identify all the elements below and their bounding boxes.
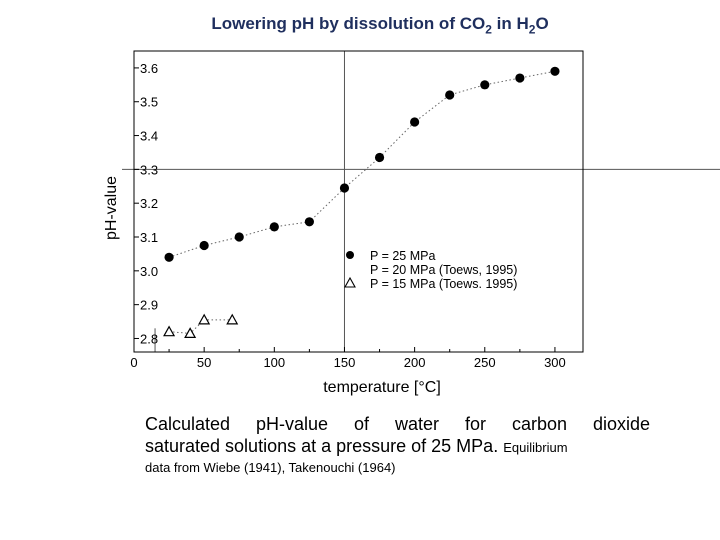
series-layer: [163, 66, 560, 338]
legend-marker: [344, 276, 356, 288]
y-tick-label: 3.0: [140, 264, 158, 279]
data-point: [234, 232, 244, 242]
reference-lines: [122, 51, 720, 352]
title-mid: in H: [491, 14, 529, 33]
y-tick-label: 3.5: [140, 95, 158, 110]
x-tick-label: 150: [334, 355, 356, 370]
data-point: [226, 313, 239, 325]
caption-line-2: saturated solutions at a pressure of 25 …: [145, 436, 499, 456]
legend-label: P = 25 MPa: [370, 249, 435, 263]
data-point: [480, 80, 490, 90]
title-end: O: [535, 14, 549, 33]
legend-label: P = 15 MPa (Toews. 1995): [370, 277, 517, 291]
y-axis-label: pH-value: [103, 176, 120, 240]
axis-ticks: 0 50 100 150 200 250 300 2.8 2.9 3.0 3.1 3.2 3.3 3.4 3…: [130, 61, 565, 370]
x-tick-label: 50: [197, 355, 211, 370]
legend-marker: [346, 251, 354, 259]
data-point: [515, 73, 525, 83]
data-point: [445, 90, 455, 100]
series-line: [168, 70, 556, 258]
x-tick-label: 200: [404, 355, 426, 370]
data-point: [184, 327, 197, 338]
y-tick-label: 3.1: [140, 230, 158, 245]
caption-line-3: data from Wiebe (1941), Takenouchi (1964…: [145, 460, 396, 475]
data-point: [198, 313, 211, 325]
caption-line-1: Calculated pH-value of water for carbon …: [145, 414, 650, 434]
plot-frame: [133, 50, 584, 353]
data-point: [199, 240, 209, 251]
y-tick-label: 2.8: [140, 331, 158, 346]
x-tick-label: 100: [263, 355, 285, 370]
series-0: [164, 66, 560, 262]
caption-line-2-small: Equilibrium: [503, 440, 568, 455]
y-tick-label: 3.6: [140, 61, 158, 76]
data-point: [374, 152, 385, 163]
data-point: [304, 217, 314, 227]
title-main: Lowering pH by dissolution of CO: [211, 14, 486, 33]
y-tick-label: 3.2: [140, 196, 158, 211]
data-point: [410, 117, 420, 127]
data-point: [269, 222, 279, 232]
data-point: [163, 325, 176, 337]
data-point: [550, 66, 560, 76]
data-point: [164, 252, 174, 262]
title-sub-co2: 2: [485, 22, 492, 37]
x-axis-label: temperature [°C]: [323, 379, 441, 396]
x-tick-label: 250: [474, 355, 496, 370]
x-tick-label: 300: [544, 355, 566, 370]
title-sub-h2: 2: [528, 22, 536, 37]
data-point: [339, 183, 350, 193]
series-2: [163, 313, 239, 338]
y-tick-label: 2.9: [140, 298, 158, 313]
slide-caption: Calculated pH-value of water for carbon …: [145, 413, 650, 477]
legend-label: P = 20 MPa (Toews, 1995): [370, 263, 517, 277]
y-tick-label: 3.4: [140, 129, 158, 144]
y-tick-label: 3.3: [140, 162, 158, 177]
x-tick-label: 0: [130, 355, 137, 370]
slide-title: Lowering pH by dissolution of CO2 in H2O: [0, 14, 720, 36]
